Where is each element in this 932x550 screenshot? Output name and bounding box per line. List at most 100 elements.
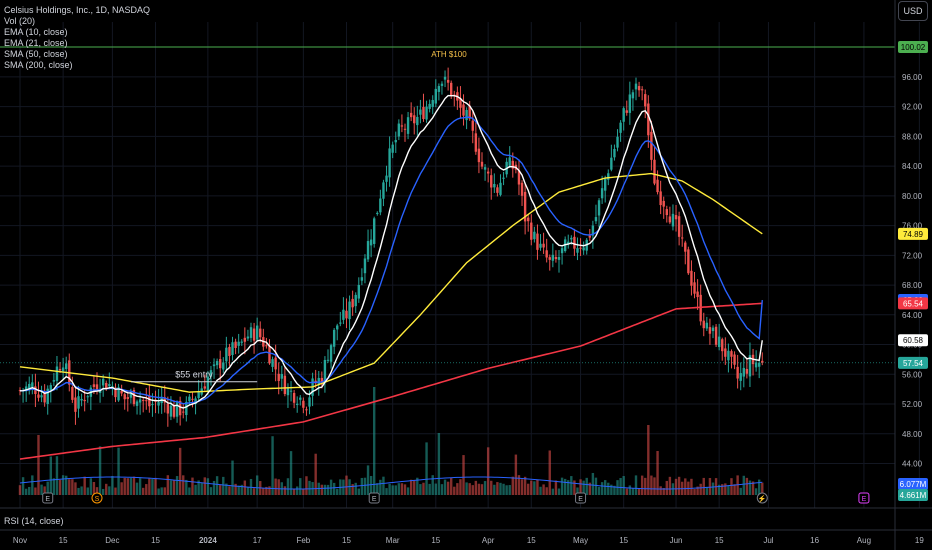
candle [758, 362, 761, 367]
candle [499, 182, 502, 195]
volume-bar [320, 484, 324, 495]
candle [255, 325, 259, 340]
time-tick-label: 15 [527, 536, 536, 545]
volume-bar [527, 483, 530, 495]
candle [289, 390, 293, 392]
earnings-marker[interactable]: E [42, 492, 54, 504]
candle [296, 403, 299, 405]
time-tick-label: Jul [763, 536, 773, 545]
volume-bar [71, 479, 74, 495]
ma-price-tag: 60.58 [903, 336, 924, 345]
marker-glyph: E [862, 496, 867, 503]
currency-button[interactable]: USD [898, 1, 928, 21]
volume-bar [262, 488, 265, 495]
volume-bar [644, 477, 647, 495]
candle [416, 116, 419, 126]
candle [376, 212, 379, 214]
volume-bar [43, 486, 46, 495]
candle [647, 103, 650, 136]
candle [373, 218, 376, 244]
candle [419, 109, 422, 115]
candle [209, 370, 213, 377]
volume-bar [471, 485, 474, 495]
time-tick-label: 16 [810, 536, 819, 545]
candle [548, 257, 551, 260]
candle [600, 188, 604, 199]
candle [95, 384, 99, 390]
candle [634, 83, 638, 90]
volume-bar [126, 478, 129, 495]
symbol-title[interactable]: Celsius Holdings, Inc., 1D, NASDAQ [4, 5, 151, 15]
volume-bar [86, 487, 89, 495]
candle [431, 100, 434, 107]
volume-bar [305, 476, 308, 495]
ath-price-tag-bg [898, 41, 928, 53]
volume-bar [24, 488, 28, 495]
legend-sma200[interactable]: SMA (200, close) [4, 60, 73, 70]
candle [486, 171, 490, 174]
candle [308, 397, 311, 407]
volume-bar [283, 486, 287, 495]
candle [28, 383, 31, 391]
volume-bar [299, 478, 302, 495]
volume-bar [702, 477, 705, 495]
price-tick-label: 44.00 [902, 460, 923, 469]
volume-bar [21, 477, 25, 495]
moving-averages [19, 94, 763, 460]
candle [443, 76, 447, 80]
volume-bar [271, 436, 274, 495]
price-tick-label: 68.00 [902, 281, 923, 290]
legend-sma50[interactable]: SMA (50, close) [4, 49, 68, 59]
candle [175, 402, 179, 417]
legend-ema21[interactable]: EMA (21, close) [4, 38, 68, 48]
volume-bar [413, 480, 416, 495]
dividend-marker[interactable]: S [91, 492, 103, 504]
volume-bar [474, 480, 478, 495]
price-tick-label: 76.00 [902, 222, 923, 231]
candle [468, 105, 471, 119]
volume-bar [326, 484, 330, 495]
volume-bar [422, 482, 425, 495]
candle [348, 301, 351, 320]
volume-bar [517, 475, 521, 495]
volume-bar [483, 481, 487, 495]
candle [508, 157, 511, 166]
candle [194, 398, 197, 405]
candle [687, 249, 690, 274]
volume-bar [296, 486, 299, 495]
volume-bar [265, 486, 268, 495]
legend-vol[interactable]: Vol (20) [4, 16, 36, 26]
rsi-pane-label[interactable]: RSI (14, close) [4, 516, 64, 526]
volume-bar [345, 475, 348, 495]
volume-bar [382, 476, 385, 495]
volume-bar [465, 482, 468, 495]
volume-bar [388, 483, 391, 495]
volume-average-line [19, 476, 763, 490]
candle [717, 336, 721, 348]
candle [326, 359, 330, 361]
candle [382, 182, 385, 199]
candle [517, 170, 521, 185]
earnings-marker[interactable]: E [575, 492, 587, 504]
candle [681, 237, 684, 239]
candle [696, 291, 699, 298]
candle [471, 120, 474, 131]
volume-bar [379, 479, 382, 495]
volume-last-tag-bg [898, 478, 928, 490]
volume-bar [674, 478, 678, 495]
legend-ema10[interactable]: EMA (10, close) [4, 27, 68, 37]
candle [434, 88, 437, 104]
earnings-marker[interactable]: E [368, 492, 380, 504]
earnings_future-marker[interactable]: E [858, 492, 870, 504]
candle [693, 282, 696, 294]
volume-bar [215, 476, 219, 495]
candle [246, 336, 250, 339]
volume-bar [588, 482, 591, 495]
volume-bar [428, 483, 431, 495]
volume-bar [18, 485, 22, 495]
candle [450, 82, 453, 97]
flash-marker[interactable]: ⚡ [756, 492, 768, 504]
candle [354, 294, 357, 307]
volume-bar [508, 485, 511, 495]
